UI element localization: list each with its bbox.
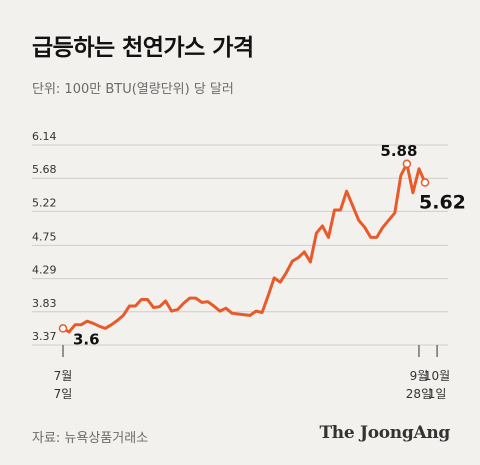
y-tick-label: 4.29 [32, 264, 57, 277]
x-tick-label: 7일 [54, 387, 73, 401]
x-tick-label: 7월 [54, 369, 73, 383]
series-line-gas-price [61, 162, 427, 334]
y-tick-label: 5.68 [32, 163, 57, 176]
x-tick-label: 28일 [406, 387, 432, 401]
y-tick-label: 3.37 [32, 330, 57, 343]
source-note: 자료: 뉴욕상품거래소 [32, 431, 149, 446]
y-tick-label: 4.75 [32, 230, 57, 243]
x-tick-label: 9월 [410, 369, 429, 383]
annotation-point [58, 324, 68, 333]
annotation-point [420, 178, 430, 187]
annotation-label: 5.62 [419, 192, 466, 214]
x-tick-label: 1일 [428, 387, 447, 401]
annotation-point [402, 159, 412, 169]
x-tick-label: 10월 [424, 369, 450, 383]
y-tick-label: 3.83 [32, 297, 57, 310]
chart-subtitle: 단위: 100만 BTU(열량단위) 당 달러 [32, 82, 234, 97]
annotation-label: 3.6 [73, 330, 100, 348]
annotation-label: 5.88 [380, 142, 417, 160]
chart-title: 급등하는 천연가스 가격 [32, 35, 254, 61]
y-tick-label: 6.14 [32, 130, 57, 143]
y-tick-label: 5.22 [32, 196, 57, 209]
brand-logo: The JoongAng [319, 423, 450, 443]
